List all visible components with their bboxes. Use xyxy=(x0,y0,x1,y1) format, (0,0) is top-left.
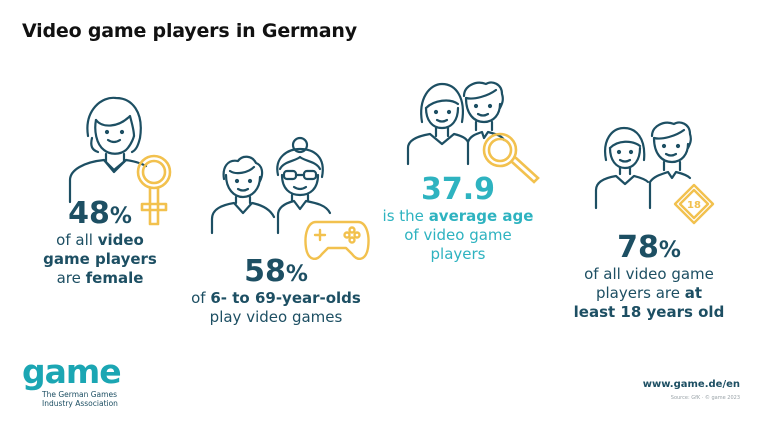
logo-subtitle: The German Games Industry Association xyxy=(42,390,121,408)
stat-adults-line2-bold: at xyxy=(684,284,703,302)
stat-adults-line1: of all video game xyxy=(584,265,714,283)
stat-female-value: 48 xyxy=(68,196,110,231)
stat-adults-text: of all video game players are at least 1… xyxy=(566,265,732,322)
stat-adults-unit: % xyxy=(658,238,681,263)
stat-adults-line3-bold: least 18 years old xyxy=(573,303,725,321)
page-title: Video game players in Germany xyxy=(22,20,357,42)
stat-average-age-line2: of video game xyxy=(404,226,512,244)
stat-average-age: 37.9 is the average age of video game pl… xyxy=(378,172,538,264)
game-logo: game The German Games Industry Associati… xyxy=(22,352,122,408)
logo-subtitle-line1: The German Games xyxy=(42,390,117,399)
stat-female-line3: are xyxy=(56,269,86,287)
stat-female-line1-bold: video xyxy=(97,231,144,249)
stat-average-age-text: is the average age of video game players xyxy=(378,207,538,264)
stat-female-line2-bold: game players xyxy=(43,250,157,268)
stat-female-unit: % xyxy=(109,204,132,229)
stat-age-range-line1-bold: 6- to 69-year-olds xyxy=(210,289,361,307)
stat-average-age-line1: is the xyxy=(382,207,429,225)
couple-icon xyxy=(406,81,506,166)
stat-average-age-line3: players xyxy=(430,245,486,263)
stat-adults-line2: players are xyxy=(595,284,685,302)
stat-female-text: of all video game players are female xyxy=(30,231,170,288)
adult-couple-icon xyxy=(594,121,692,210)
stat-female-line3-bold: female xyxy=(85,269,144,287)
age-18-badge-label: 18 xyxy=(687,200,701,211)
stat-average-age-line1-bold: average age xyxy=(428,207,534,225)
stat-age-range: 58% of 6- to 69-year-olds play video gam… xyxy=(186,254,366,327)
stat-age-range-text: of 6- to 69-year-olds play video games xyxy=(186,289,366,327)
stat-female-line1: of all xyxy=(56,231,98,249)
stat-female: 48% of all video game players are female xyxy=(30,196,170,288)
stat-adults-value: 78 xyxy=(617,230,659,265)
logo-subtitle-line2: Industry Association xyxy=(42,399,118,408)
female-symbol-icon xyxy=(136,154,172,226)
magnifier-icon xyxy=(482,132,540,184)
source-note: Source: GfK · © game 2023 xyxy=(670,395,740,401)
stat-age-range-line1: of xyxy=(191,289,211,307)
boy-and-grandmother-icon xyxy=(210,136,332,235)
logo-wordmark: game xyxy=(22,352,122,391)
stat-adults: 78% of all video game players are at lea… xyxy=(566,230,732,322)
stat-age-range-line2: play video games xyxy=(209,308,343,326)
stat-age-range-value: 58 xyxy=(244,254,286,289)
stat-average-age-value: 37.9 xyxy=(420,172,496,207)
age-18-badge-icon: 18 xyxy=(673,183,715,225)
website-link[interactable]: www.game.de/en xyxy=(642,379,740,390)
gamepad-icon xyxy=(304,220,370,260)
stat-age-range-unit: % xyxy=(285,262,308,287)
